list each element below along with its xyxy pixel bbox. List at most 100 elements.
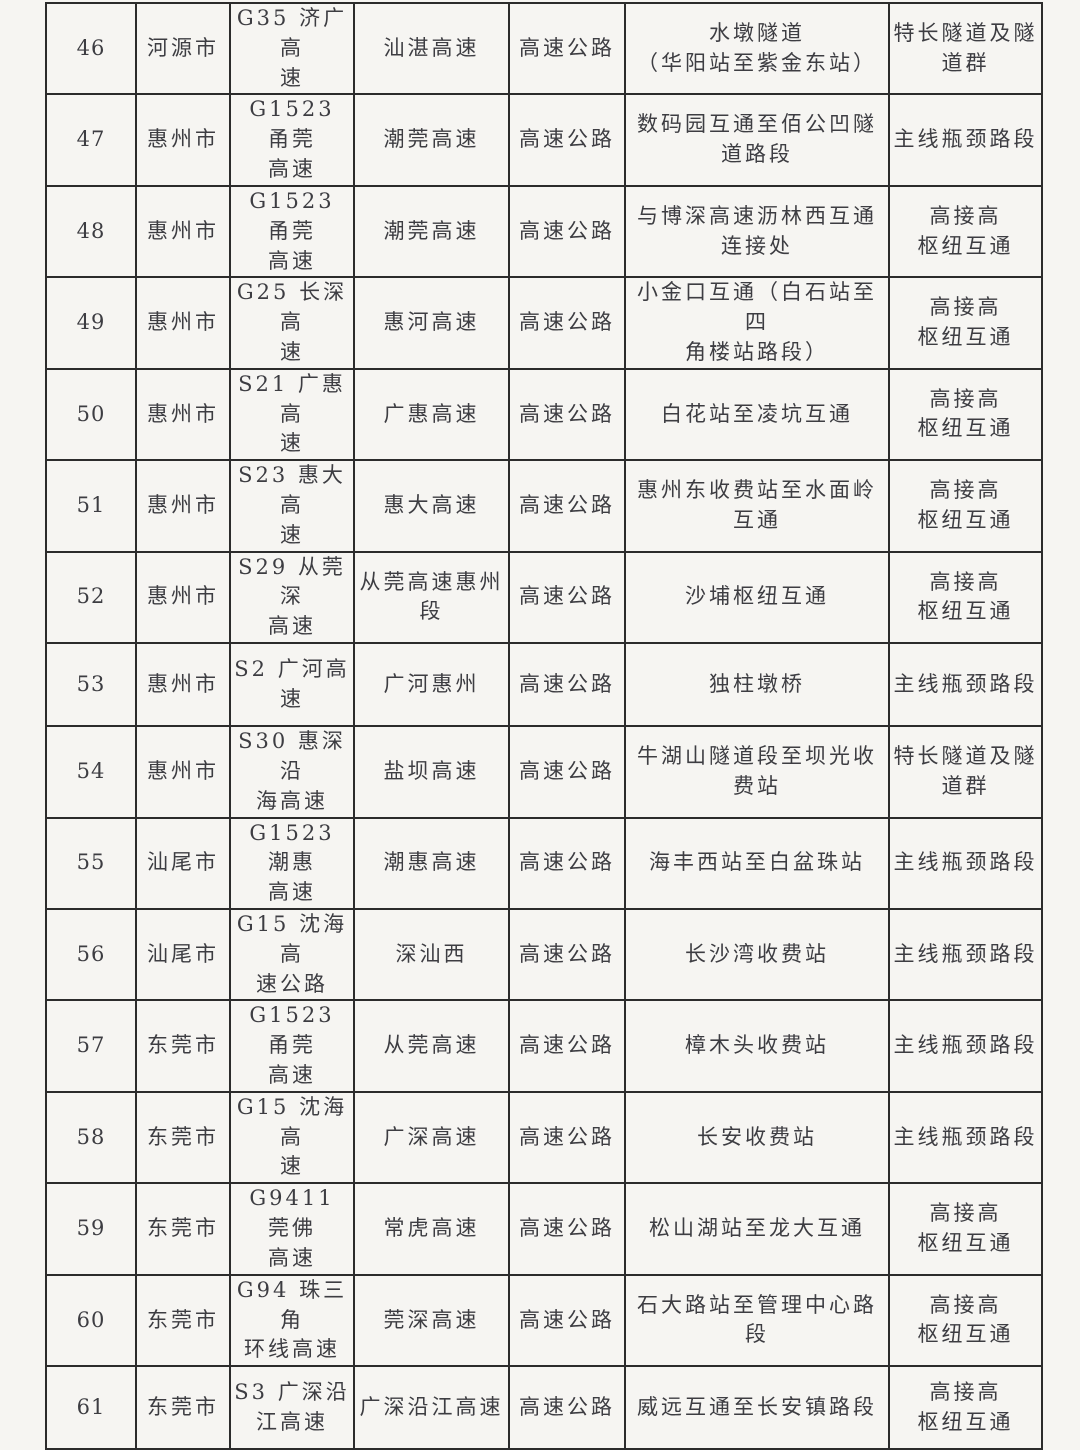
cell-city: 惠州市 xyxy=(135,642,231,728)
cell-road-type: 高速公路 xyxy=(508,816,626,910)
cell-city: 汕尾市 xyxy=(135,907,231,1002)
cell-road-type: 高速公路 xyxy=(508,907,626,1002)
cell-row-number: 55 xyxy=(45,816,137,910)
cell-road-type: 高速公路 xyxy=(508,459,626,553)
cell-row-number: 52 xyxy=(45,550,137,645)
cell-category: 高接高 枢纽互通 xyxy=(888,276,1043,370)
cell-city: 东莞市 xyxy=(135,999,231,1093)
table-row: 49 惠州市 G25 长深高 速 惠河高速 高速公路 小金口互通（白石站至四 角… xyxy=(45,276,1043,370)
cell-road-code: S21 广惠高 速 xyxy=(229,367,355,462)
table-row: 55 汕尾市 G1523 潮惠 高速 潮惠高速 高速公路 海丰西站至白盆珠站 主… xyxy=(45,816,1043,910)
cell-city: 惠州市 xyxy=(135,550,231,645)
cell-road-name: 广惠高速 xyxy=(353,367,510,462)
cell-category: 高接高 枢纽互通 xyxy=(888,550,1043,645)
cell-category: 高接高 枢纽互通 xyxy=(888,1365,1043,1450)
cell-road-code: G25 长深高 速 xyxy=(229,276,355,370)
cell-road-name: 广深高速 xyxy=(353,1090,510,1185)
cell-road-type: 高速公路 xyxy=(508,184,626,279)
cell-road-code: G94 珠三角 环线高速 xyxy=(229,1273,355,1368)
cell-road-name: 潮惠高速 xyxy=(353,816,510,910)
cell-road-type: 高速公路 xyxy=(508,1182,626,1276)
cell-row-number: 56 xyxy=(45,907,137,1002)
cell-category: 高接高 枢纽互通 xyxy=(888,184,1043,279)
cell-category: 主线瓶颈路段 xyxy=(888,1090,1043,1185)
cell-category: 主线瓶颈路段 xyxy=(888,93,1043,187)
table-row: 60 东莞市 G94 珠三角 环线高速 莞深高速 高速公路 石大路站至管理中心路… xyxy=(45,1273,1043,1368)
cell-city: 惠州市 xyxy=(135,367,231,462)
table-row: 50 惠州市 S21 广惠高 速 广惠高速 高速公路 白花站至凌坑互通 高接高 … xyxy=(45,367,1043,462)
cell-section: 白花站至凌坑互通 xyxy=(624,367,890,462)
cell-road-type: 高速公路 xyxy=(508,367,626,462)
table-row: 51 惠州市 S23 惠大高 速 惠大高速 高速公路 惠州东收费站至水面岭 互通… xyxy=(45,459,1043,553)
cell-city: 东莞市 xyxy=(135,1273,231,1368)
cell-road-code: G15 沈海高 速公路 xyxy=(229,907,355,1002)
cell-city: 汕尾市 xyxy=(135,816,231,910)
cell-road-type: 高速公路 xyxy=(508,276,626,370)
cell-road-code: S29 从莞深 高速 xyxy=(229,550,355,645)
cell-category: 主线瓶颈路段 xyxy=(888,816,1043,910)
table-row: 58 东莞市 G15 沈海高 速 广深高速 高速公路 长安收费站 主线瓶颈路段 xyxy=(45,1090,1043,1185)
cell-road-code: G15 沈海高 速 xyxy=(229,1090,355,1185)
cell-road-name: 常虎高速 xyxy=(353,1182,510,1276)
cell-road-name: 潮莞高速 xyxy=(353,184,510,279)
cell-row-number: 50 xyxy=(45,367,137,462)
cell-row-number: 60 xyxy=(45,1273,137,1368)
table-row: 59 东莞市 G9411 莞佛 高速 常虎高速 高速公路 松山湖站至龙大互通 高… xyxy=(45,1182,1043,1276)
cell-section: 独柱墩桥 xyxy=(624,642,890,728)
cell-city: 惠州市 xyxy=(135,184,231,279)
cell-road-type: 高速公路 xyxy=(508,999,626,1093)
cell-section: 惠州东收费站至水面岭 互通 xyxy=(624,459,890,553)
cell-road-code: G9411 莞佛 高速 xyxy=(229,1182,355,1276)
cell-row-number: 48 xyxy=(45,184,137,279)
cell-road-code: G35 济广高 速 xyxy=(229,1,355,96)
cell-city: 东莞市 xyxy=(135,1090,231,1185)
cell-section: 长安收费站 xyxy=(624,1090,890,1185)
table-row: 56 汕尾市 G15 沈海高 速公路 深汕西 高速公路 长沙湾收费站 主线瓶颈路… xyxy=(45,907,1043,1002)
cell-city: 惠州市 xyxy=(135,276,231,370)
cell-category: 主线瓶颈路段 xyxy=(888,642,1043,728)
cell-road-name: 盐坝高速 xyxy=(353,725,510,819)
cell-row-number: 57 xyxy=(45,999,137,1093)
cell-category: 高接高 枢纽互通 xyxy=(888,1273,1043,1368)
table-row: 46 河源市 G35 济广高 速 汕湛高速 高速公路 水墩隧道 （华阳站至紫金东… xyxy=(45,1,1043,96)
cell-row-number: 49 xyxy=(45,276,137,370)
cell-road-code: G1523 潮惠 高速 xyxy=(229,816,355,910)
cell-road-type: 高速公路 xyxy=(508,1273,626,1368)
cell-road-code: S23 惠大高 速 xyxy=(229,459,355,553)
cell-road-name: 汕湛高速 xyxy=(353,1,510,96)
cell-row-number: 54 xyxy=(45,725,137,819)
cell-road-code: S30 惠深沿 海高速 xyxy=(229,725,355,819)
table-row: 48 惠州市 G1523 甬莞 高速 潮莞高速 高速公路 与博深高速沥林西互通 … xyxy=(45,184,1043,279)
cell-road-type: 高速公路 xyxy=(508,1365,626,1450)
cell-road-type: 高速公路 xyxy=(508,1,626,96)
cell-city: 惠州市 xyxy=(135,459,231,553)
cell-category: 主线瓶颈路段 xyxy=(888,999,1043,1093)
cell-road-code: S3 广深沿 江高速 xyxy=(229,1365,355,1450)
cell-row-number: 53 xyxy=(45,642,137,728)
cell-road-type: 高速公路 xyxy=(508,1090,626,1185)
cell-road-name: 莞深高速 xyxy=(353,1273,510,1368)
table-row: 54 惠州市 S30 惠深沿 海高速 盐坝高速 高速公路 牛湖山隧道段至坝光收 … xyxy=(45,725,1043,819)
cell-road-name: 深汕西 xyxy=(353,907,510,1002)
cell-section: 石大路站至管理中心路 段 xyxy=(624,1273,890,1368)
cell-row-number: 47 xyxy=(45,93,137,187)
cell-row-number: 58 xyxy=(45,1090,137,1185)
cell-road-name: 潮莞高速 xyxy=(353,93,510,187)
cell-city: 河源市 xyxy=(135,1,231,96)
cell-section: 沙埔枢纽互通 xyxy=(624,550,890,645)
cell-section: 樟木头收费站 xyxy=(624,999,890,1093)
cell-road-code: G1523 甬莞 高速 xyxy=(229,93,355,187)
cell-row-number: 61 xyxy=(45,1365,137,1450)
cell-section: 长沙湾收费站 xyxy=(624,907,890,1002)
cell-road-type: 高速公路 xyxy=(508,550,626,645)
cell-category: 高接高 枢纽互通 xyxy=(888,367,1043,462)
cell-road-code: S2 广河高 速 xyxy=(229,642,355,728)
table-row: 52 惠州市 S29 从莞深 高速 从莞高速惠州 段 高速公路 沙埔枢纽互通 高… xyxy=(45,550,1043,645)
cell-category: 特长隧道及隧 道群 xyxy=(888,725,1043,819)
cell-road-type: 高速公路 xyxy=(508,725,626,819)
cell-category: 主线瓶颈路段 xyxy=(888,907,1043,1002)
cell-row-number: 59 xyxy=(45,1182,137,1276)
table-row: 61 东莞市 S3 广深沿 江高速 广深沿江高速 高速公路 威远互通至长安镇路段… xyxy=(45,1365,1043,1450)
cell-road-code: G1523 甬莞 高速 xyxy=(229,999,355,1093)
cell-city: 惠州市 xyxy=(135,93,231,187)
